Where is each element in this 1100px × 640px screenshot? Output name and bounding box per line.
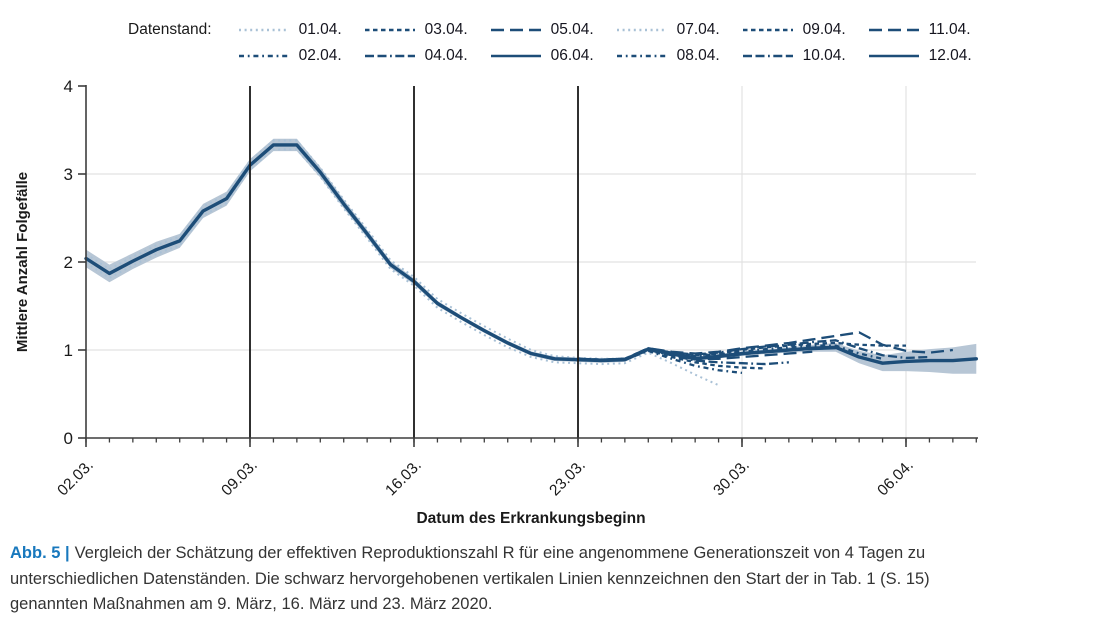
legend-item-10-04-: 10.04. — [742, 45, 858, 67]
legend-item-08-04-: 08.04. — [616, 45, 732, 67]
legend-item-06-04-: 06.04. — [490, 45, 606, 67]
legend-item-12-04-: 12.04. — [868, 45, 984, 67]
legend-line-sample-shortdash — [364, 28, 415, 32]
series-line-08-04- — [577, 344, 883, 361]
legend-label: 10.04. — [802, 47, 846, 64]
legend-item-07-04-: 07.04. — [616, 19, 732, 41]
legend-label: 07.04. — [676, 21, 720, 38]
legend-label: 04.04. — [424, 47, 468, 64]
caption-line-1: Abb. 5 | Vergleich der Schätzung der effe… — [10, 541, 1092, 567]
r-estimate-chart: 0 1 2 3 4 02.03. 09.03. 16.03. 23.03. 30.03. 06.04… — [14, 77, 978, 527]
x-tick-label-09.03.: 09.03. — [218, 457, 261, 500]
legend-line-sample-solid — [868, 54, 919, 58]
chart-legend: Datenstand: 01.04. 02.04. 03.04. 04.04. 05.0… — [128, 19, 984, 67]
legend-label: 11.04. — [928, 21, 971, 38]
legend-title: Datenstand: — [128, 21, 212, 38]
legend-item-11-04-: 11.04. — [868, 19, 984, 41]
legend-line-sample-longdash — [868, 28, 919, 32]
legend-label: 05.04. — [550, 21, 594, 38]
legend-label: 03.04. — [424, 21, 468, 38]
legend-label: 01.04. — [298, 21, 342, 38]
caption-text-1: Vergleich der Schätzung der effektiven R… — [74, 544, 926, 562]
legend-line-sample-longdash — [490, 28, 541, 32]
y-axis-title: Mittlere Anzahl Folgefälle — [14, 172, 31, 352]
legend-line-sample-dotted — [616, 28, 667, 32]
legend-line-sample-solid — [490, 54, 541, 58]
legend-item-01-04-: 01.04. — [238, 19, 354, 41]
legend-item-02-04-: 02.04. — [238, 45, 354, 67]
legend-item-04-04-: 04.04. — [364, 45, 480, 67]
legend-line-sample-dashdashdot — [364, 54, 415, 58]
y-tick-label-1: 1 — [64, 341, 73, 360]
legend-label: 06.04. — [550, 47, 594, 64]
legend-entries: 01.04. 02.04. 03.04. 04.04. 05.04. 06.04. 07.0… — [238, 19, 984, 67]
series-line-01-04- — [85, 148, 719, 387]
x-tick-label-30.03.: 30.03. — [710, 457, 753, 500]
legend-label: 12.04. — [928, 47, 972, 64]
legend-line-sample-dotted — [238, 28, 289, 32]
x-tick-label-23.03.: 23.03. — [546, 457, 589, 500]
y-tick-label-0: 0 — [64, 429, 73, 448]
series-line-10-04- — [577, 339, 930, 361]
legend-item-05-04-: 05.04. — [490, 19, 606, 41]
caption-line-2: unterschiedlichen Datenständen. Die schw… — [10, 569, 930, 588]
caption-line-3: genannten Maßnahmen am 9. März, 16. März… — [10, 595, 493, 613]
legend-line-sample-dashdot — [238, 54, 289, 58]
legend-label: 02.04. — [298, 47, 342, 64]
y-tick-label-3: 3 — [64, 165, 73, 184]
figure-number: Abb. 5 | — [10, 544, 70, 562]
x-tick-label-16.03.: 16.03. — [382, 457, 425, 500]
series-line-03-04- — [577, 348, 766, 370]
legend-line-sample-dashdot — [616, 54, 667, 58]
legend-label: 08.04. — [676, 47, 720, 64]
legend-line-sample-dashdashdot — [742, 54, 793, 58]
figure-caption: Abb. 5 | Vergleich der Schätzung der effe… — [10, 541, 1092, 618]
y-tick-label-4: 4 — [64, 77, 73, 96]
legend-item-09-04-: 09.04. — [742, 19, 858, 41]
x-tick-label-06.04.: 06.04. — [874, 457, 917, 500]
legend-item-03-04-: 03.04. — [364, 19, 480, 41]
legend-label: 09.04. — [802, 21, 846, 38]
x-axis-title: Datum des Erkrankungsbeginn — [416, 510, 645, 527]
series-line-main-12-04- — [84, 143, 978, 365]
legend-line-sample-shortdash — [742, 28, 793, 32]
y-tick-label-2: 2 — [64, 253, 73, 272]
x-tick-label-02.03.: 02.03. — [54, 457, 97, 500]
